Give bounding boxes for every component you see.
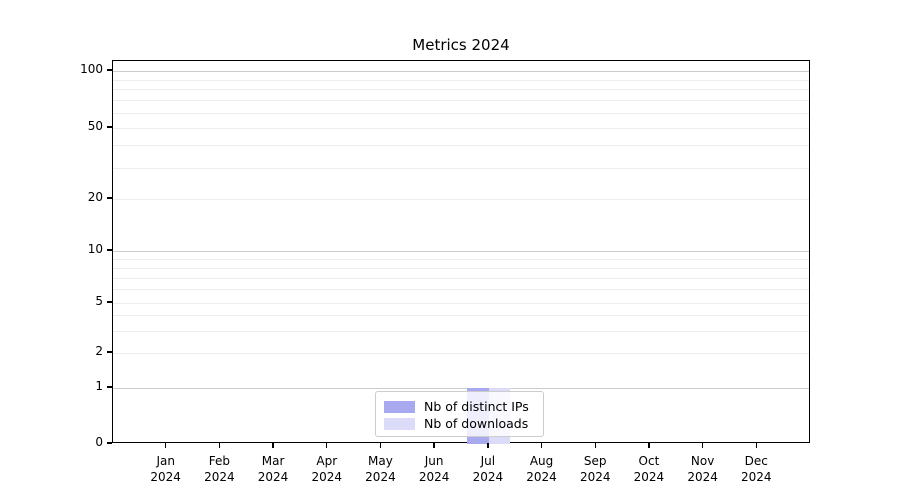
gridline-y-9 bbox=[113, 258, 809, 260]
gridline-y-30 bbox=[113, 167, 809, 169]
x-tick-mark-jun-2024 bbox=[433, 443, 435, 448]
y-tick-label-20: 20 bbox=[87, 190, 103, 204]
y-tick-mark-20 bbox=[107, 197, 112, 199]
gridline-y-50 bbox=[113, 128, 809, 129]
chart-title: Metrics 2024 bbox=[412, 36, 510, 54]
legend: Nb of distinct IPs Nb of downloads bbox=[375, 391, 544, 437]
y-tick-mark-2 bbox=[107, 351, 112, 353]
x-tick-label-oct-2024: Oct 2024 bbox=[633, 454, 665, 484]
x-tick-mark-jan-2024 bbox=[164, 443, 167, 448]
x-tick-label-may-2024: May 2024 bbox=[365, 454, 396, 484]
y-tick-label-2: 2 bbox=[95, 344, 103, 358]
x-tick-label-apr-2024: Apr 2024 bbox=[311, 454, 343, 484]
x-tick-label-dec-2024: Dec 2024 bbox=[741, 454, 772, 484]
y-tick-label-100: 100 bbox=[80, 62, 103, 76]
gridline-y-60 bbox=[113, 113, 809, 114]
x-tick-mark-dec-2024 bbox=[755, 443, 757, 448]
x-tick-label-nov-2024: Nov 2024 bbox=[687, 454, 718, 484]
x-tick-mark-mar-2024 bbox=[272, 443, 274, 448]
y-tick-label-50: 50 bbox=[87, 119, 103, 133]
x-tick-label-jul-2024: Jul 2024 bbox=[472, 454, 504, 484]
x-tick-mark-apr-2024 bbox=[326, 443, 328, 448]
legend-swatch-distinct-ips bbox=[384, 400, 415, 413]
x-tick-mark-nov-2024 bbox=[701, 443, 704, 448]
legend-swatch-downloads bbox=[384, 417, 415, 430]
gridline-y-5 bbox=[113, 303, 809, 304]
y-tick-mark-10 bbox=[107, 249, 112, 251]
gridline-y-4 bbox=[113, 315, 809, 317]
gridline-y-7 bbox=[113, 277, 809, 279]
gridline-y-70 bbox=[113, 100, 809, 102]
y-tick-mark-5 bbox=[107, 301, 112, 303]
y-tick-label-1: 1 bbox=[95, 379, 103, 393]
gridline-y-20 bbox=[113, 199, 809, 200]
y-tick-mark-0 bbox=[107, 442, 112, 444]
y-tick-mark-50 bbox=[107, 126, 112, 128]
legend-label-downloads: Nb of downloads bbox=[424, 416, 529, 431]
y-tick-label-5: 5 bbox=[95, 294, 103, 308]
gridline-y-40 bbox=[113, 145, 809, 147]
plot-area bbox=[112, 60, 810, 444]
x-tick-label-sep-2024: Sep 2024 bbox=[579, 454, 611, 484]
y-tick-mark-1 bbox=[107, 386, 112, 388]
y-tick-mark-100 bbox=[107, 69, 112, 71]
y-tick-label-10: 10 bbox=[87, 242, 103, 256]
gridline-y-1 bbox=[113, 388, 809, 389]
x-tick-mark-feb-2024 bbox=[218, 443, 221, 448]
gridline-y-90 bbox=[113, 79, 809, 81]
x-tick-mark-may-2024 bbox=[379, 443, 382, 448]
x-tick-mark-aug-2024 bbox=[540, 443, 543, 448]
x-tick-label-feb-2024: Feb 2024 bbox=[204, 454, 235, 484]
gridline-y-80 bbox=[113, 89, 809, 91]
x-tick-label-aug-2024: Aug 2024 bbox=[526, 454, 557, 484]
x-tick-mark-jul-2024 bbox=[487, 443, 489, 448]
legend-label-distinct-ips: Nb of distinct IPs bbox=[424, 399, 529, 414]
gridline-y-100 bbox=[113, 71, 809, 72]
x-tick-label-jun-2024: Jun 2024 bbox=[418, 454, 450, 484]
x-tick-mark-sep-2024 bbox=[594, 443, 596, 448]
gridline-y-6 bbox=[113, 289, 809, 291]
gridline-y-2 bbox=[113, 353, 809, 354]
x-tick-mark-oct-2024 bbox=[648, 443, 650, 448]
y-tick-label-0: 0 bbox=[95, 435, 103, 449]
x-tick-label-mar-2024: Mar 2024 bbox=[257, 454, 289, 484]
legend-row-downloads: Nb of downloads bbox=[384, 415, 535, 432]
legend-row-distinct-ips: Nb of distinct IPs bbox=[384, 398, 535, 415]
gridline-y-3 bbox=[113, 330, 809, 332]
x-tick-label-jan-2024: Jan 2024 bbox=[150, 454, 181, 484]
gridline-y-8 bbox=[113, 267, 809, 269]
gridline-y-10 bbox=[113, 251, 809, 252]
